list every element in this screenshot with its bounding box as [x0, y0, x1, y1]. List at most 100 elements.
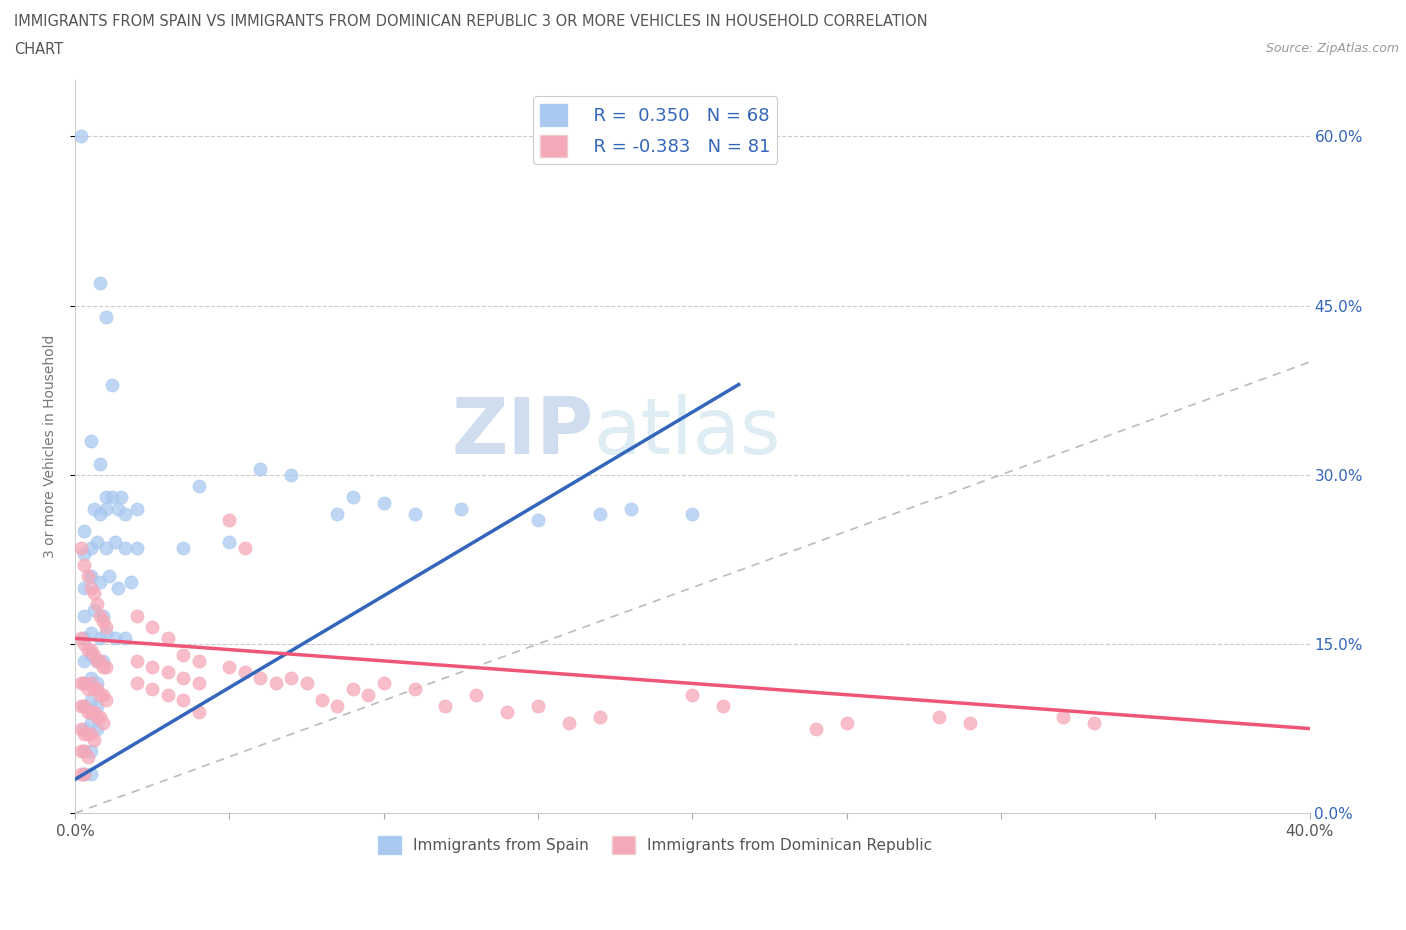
Point	[79, 643, 101, 658]
Point	[280, 671, 302, 685]
Point	[83, 501, 105, 516]
Point	[91, 654, 114, 669]
Point	[73, 631, 96, 645]
Point	[104, 631, 127, 645]
Point	[79, 715, 101, 730]
Point	[89, 456, 111, 471]
Point	[86, 682, 108, 697]
Point	[73, 558, 96, 573]
Point	[280, 468, 302, 483]
Point	[73, 698, 96, 713]
Point	[73, 721, 96, 736]
Point	[83, 603, 105, 618]
Point	[681, 507, 703, 522]
Point	[89, 654, 111, 669]
Point	[373, 496, 395, 511]
Text: IMMIGRANTS FROM SPAIN VS IMMIGRANTS FROM DOMINICAN REPUBLIC 3 OR MORE VEHICLES I: IMMIGRANTS FROM SPAIN VS IMMIGRANTS FROM…	[14, 14, 928, 29]
Point	[218, 659, 240, 674]
Point	[342, 682, 364, 697]
Point	[114, 631, 136, 645]
Point	[107, 580, 129, 595]
Point	[589, 507, 612, 522]
Point	[295, 676, 318, 691]
Legend: Immigrants from Spain, Immigrants from Dominican Republic: Immigrants from Spain, Immigrants from D…	[373, 830, 938, 860]
Point	[311, 693, 333, 708]
Point	[70, 721, 93, 736]
Point	[114, 507, 136, 522]
Point	[218, 535, 240, 550]
Point	[465, 687, 488, 702]
Point	[83, 648, 105, 663]
Point	[125, 540, 148, 555]
Point	[94, 490, 117, 505]
Point	[249, 461, 271, 476]
Point	[70, 744, 93, 759]
Point	[94, 310, 117, 325]
Point	[76, 643, 98, 658]
Point	[94, 625, 117, 640]
Point	[76, 569, 98, 584]
Point	[172, 540, 194, 555]
Point	[79, 671, 101, 685]
Point	[73, 654, 96, 669]
Point	[1052, 710, 1074, 724]
Point	[70, 676, 93, 691]
Point	[91, 608, 114, 623]
Point	[326, 698, 349, 713]
Point	[91, 659, 114, 674]
Point	[79, 726, 101, 741]
Point	[83, 586, 105, 601]
Point	[342, 490, 364, 505]
Point	[73, 676, 96, 691]
Point	[86, 535, 108, 550]
Point	[558, 715, 581, 730]
Point	[928, 710, 950, 724]
Point	[94, 659, 117, 674]
Point	[835, 715, 858, 730]
Point	[70, 129, 93, 144]
Point	[620, 501, 643, 516]
Text: CHART: CHART	[14, 42, 63, 57]
Point	[73, 546, 96, 561]
Point	[233, 665, 256, 680]
Point	[156, 665, 179, 680]
Point	[79, 580, 101, 595]
Point	[101, 378, 124, 392]
Text: atlas: atlas	[593, 394, 782, 470]
Point	[94, 501, 117, 516]
Point	[496, 704, 519, 719]
Point	[172, 693, 194, 708]
Point	[110, 490, 132, 505]
Point	[70, 766, 93, 781]
Point	[79, 744, 101, 759]
Point	[79, 540, 101, 555]
Point	[233, 540, 256, 555]
Point	[79, 569, 101, 584]
Point	[79, 648, 101, 663]
Point	[70, 631, 93, 645]
Point	[89, 710, 111, 724]
Point	[264, 676, 287, 691]
Point	[125, 501, 148, 516]
Point	[83, 733, 105, 748]
Point	[94, 619, 117, 634]
Point	[76, 682, 98, 697]
Point	[156, 687, 179, 702]
Point	[86, 654, 108, 669]
Point	[70, 540, 93, 555]
Point	[125, 676, 148, 691]
Point	[79, 766, 101, 781]
Point	[373, 676, 395, 691]
Point	[86, 676, 108, 691]
Point	[187, 704, 209, 719]
Point	[73, 726, 96, 741]
Point	[98, 569, 121, 584]
Point	[86, 721, 108, 736]
Point	[79, 693, 101, 708]
Point	[404, 507, 426, 522]
Point	[187, 676, 209, 691]
Point	[89, 575, 111, 590]
Point	[89, 275, 111, 290]
Point	[73, 766, 96, 781]
Y-axis label: 3 or more Vehicles in Household: 3 or more Vehicles in Household	[44, 335, 58, 558]
